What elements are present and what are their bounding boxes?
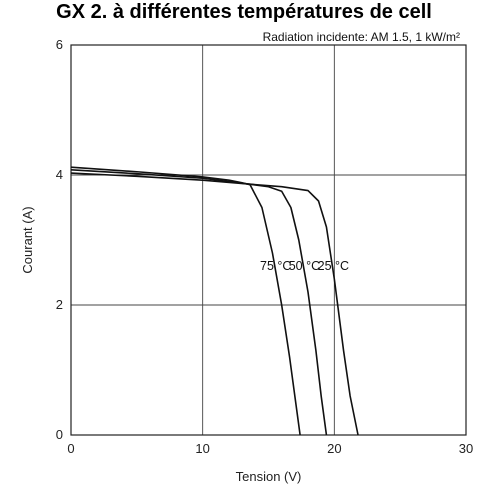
grid bbox=[71, 45, 466, 435]
y-tick-label: 4 bbox=[56, 167, 63, 182]
plot-frame bbox=[70, 44, 467, 436]
series-labels: 75 °C50 °C25 °C bbox=[260, 259, 349, 273]
y-tick-label: 0 bbox=[56, 427, 63, 442]
x-tick-label: 20 bbox=[327, 441, 341, 456]
y-axis-label: Courant (A) bbox=[20, 206, 35, 273]
x-tick-label: 30 bbox=[459, 441, 473, 456]
x-tick-label: 10 bbox=[195, 441, 209, 456]
y-tick-label: 6 bbox=[56, 37, 63, 52]
x-axis-label: Tension (V) bbox=[236, 469, 302, 484]
radiation-annotation: Radiation incidente: AM 1.5, 1 kW/m² bbox=[263, 30, 460, 44]
series-line bbox=[70, 169, 328, 436]
series-lines bbox=[70, 166, 359, 436]
series-label: 25 °C bbox=[318, 259, 349, 273]
chart-header-title: GX 2. à différentes températures de cell bbox=[56, 1, 432, 23]
series-label: 75 °C bbox=[260, 259, 291, 273]
x-tick-label: 0 bbox=[67, 441, 74, 456]
series-line bbox=[70, 172, 359, 436]
series-label: 50 °C bbox=[289, 259, 320, 273]
series-line bbox=[70, 166, 301, 436]
y-tick-label: 2 bbox=[56, 297, 63, 312]
axis-ticks: 0 10 20 30 0 2 4 6 bbox=[56, 37, 473, 456]
